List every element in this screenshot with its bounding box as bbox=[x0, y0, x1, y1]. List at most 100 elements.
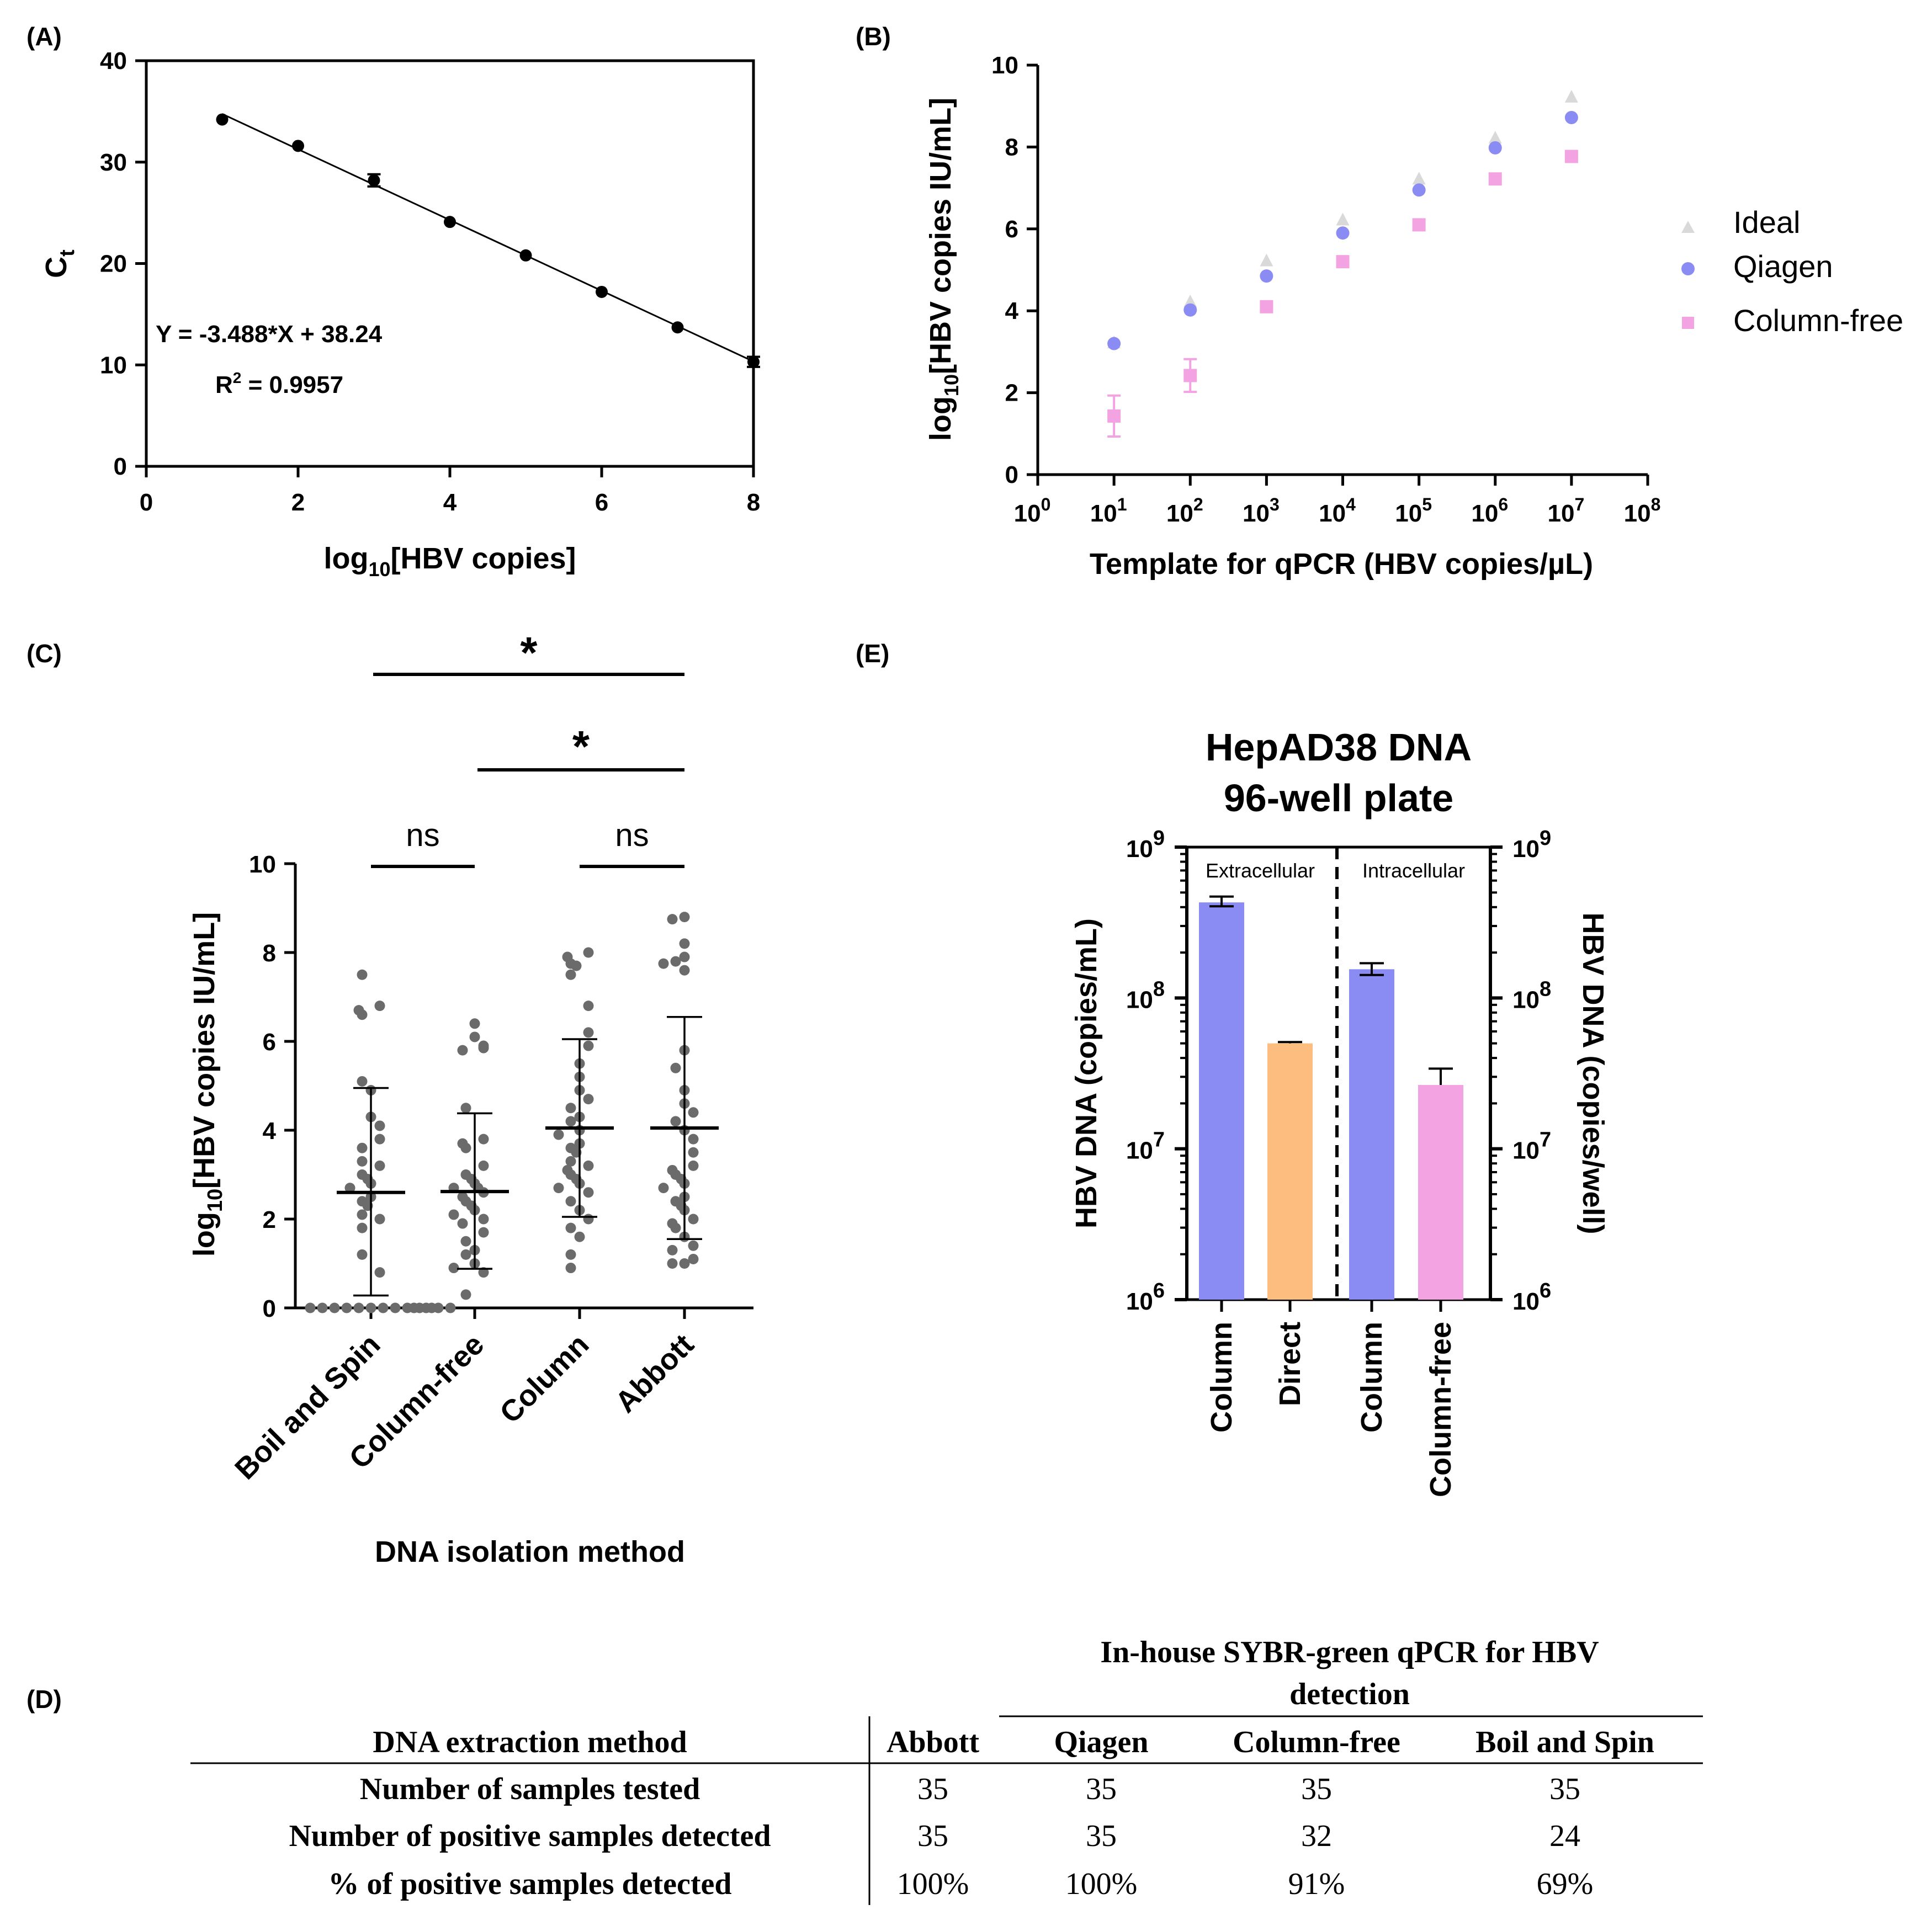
panel-c-point bbox=[357, 1156, 368, 1167]
panel-label-c: (C) bbox=[26, 639, 62, 668]
panel-e-left-axis-label: HBV DNA (copies/mL) bbox=[1070, 918, 1103, 1228]
panel-c-point bbox=[478, 1042, 489, 1054]
panel-b-x-tick-label: 104 bbox=[1319, 494, 1356, 527]
panel-c-significance-label: ns bbox=[615, 817, 649, 853]
panel-c-point bbox=[357, 1076, 368, 1087]
panel-a-ticks: 0 2 4 6 8 0 10 20 30 40 bbox=[100, 47, 760, 516]
panel-c-point bbox=[408, 1302, 420, 1313]
panel-c-point bbox=[553, 1183, 564, 1194]
panel-b-point-column-free bbox=[1488, 172, 1502, 186]
panel-e-bar bbox=[1267, 1043, 1313, 1300]
panel-c-point bbox=[305, 1302, 316, 1313]
panel-c-category-label: Abbott bbox=[609, 1328, 700, 1419]
panel-c-point bbox=[357, 1209, 368, 1220]
panel-c-category-label: Column bbox=[493, 1328, 596, 1430]
panel-c-point bbox=[688, 1240, 699, 1251]
panel-c-y-tick-label: 2 bbox=[263, 1206, 276, 1233]
panel-c-point bbox=[667, 1244, 678, 1255]
panel-a-point bbox=[671, 321, 684, 334]
panel-c-point bbox=[448, 1263, 459, 1274]
panel-c-point bbox=[353, 1302, 364, 1313]
panel-c-y-tick-label: 10 bbox=[249, 851, 276, 878]
panel-c-significance-brackets: * * ns ns bbox=[371, 628, 684, 868]
panel-c-point bbox=[460, 1289, 471, 1300]
panel-label-e: (E) bbox=[856, 639, 889, 668]
panel-c-point bbox=[565, 969, 576, 980]
panel-e-right-tick-label: 108 bbox=[1512, 977, 1551, 1013]
panel-c-point bbox=[374, 1134, 385, 1145]
panel-d-table: In-house SYBR-green qPCR for HBV detecti… bbox=[190, 1635, 1703, 1905]
panel-c-point bbox=[460, 1249, 471, 1260]
panel-c-point bbox=[565, 1196, 576, 1207]
panel-e-right-tick-label: 109 bbox=[1512, 827, 1551, 863]
panel-c-point bbox=[571, 960, 582, 971]
panel-a-point bbox=[216, 113, 229, 126]
panel-b-y-axis-label: log10[HBV copies IU/mL] bbox=[924, 98, 963, 441]
panel-a-point bbox=[368, 174, 380, 187]
panel-c-point bbox=[667, 914, 678, 925]
panel-c-point bbox=[670, 1062, 681, 1073]
panel-c-y-tick-label: 4 bbox=[263, 1118, 277, 1145]
panel-c-mean-sd-bars bbox=[337, 1015, 719, 1297]
panel-c-y-tick-label: 0 bbox=[263, 1295, 276, 1322]
panel-c-point bbox=[679, 951, 690, 962]
panel-c-point bbox=[433, 1302, 444, 1313]
panel-c-point bbox=[469, 1018, 480, 1029]
table-row1-column-free: 35 bbox=[1301, 1772, 1332, 1806]
panel-c-point bbox=[565, 1103, 576, 1114]
panel-c-point bbox=[457, 1218, 468, 1229]
table-row3-qiagen: 100% bbox=[1065, 1867, 1138, 1901]
panel-c-point bbox=[679, 1258, 690, 1269]
panel-b-point-ideal bbox=[1488, 131, 1502, 144]
panel-b-point-ideal bbox=[1564, 89, 1578, 103]
panel-e-section-intracellular: Intracellular bbox=[1362, 859, 1465, 882]
panel-c-significance-label: ns bbox=[406, 817, 439, 853]
panel-c-point bbox=[679, 938, 690, 949]
panel-c-point bbox=[374, 1214, 385, 1225]
panel-b-point-qiagen bbox=[1488, 141, 1502, 155]
panel-c-point bbox=[688, 1147, 699, 1158]
table-group-header-line1: In-house SYBR-green qPCR for HBV bbox=[1100, 1635, 1599, 1669]
panel-b-y-tick-label: 4 bbox=[1005, 297, 1019, 324]
table-group-header-line2: detection bbox=[1289, 1677, 1410, 1711]
table-row1-label: Number of samples tested bbox=[360, 1772, 700, 1806]
panel-c-point bbox=[658, 958, 669, 969]
panel-c-point bbox=[679, 965, 690, 976]
legend-marker-column-free bbox=[1682, 317, 1694, 329]
panel-c-point bbox=[583, 1094, 594, 1105]
panel-b-y-tick-label: 2 bbox=[1005, 380, 1018, 407]
panel-e-title-line1: HepAD38 DNA bbox=[1206, 726, 1472, 769]
panel-e-category-label: Column bbox=[1205, 1322, 1238, 1433]
table-row3-column-free: 91% bbox=[1288, 1867, 1345, 1901]
panel-c-point bbox=[374, 1267, 385, 1278]
panel-a-x-tick-label: 4 bbox=[443, 489, 457, 516]
panel-e-left-tick-label: 106 bbox=[1126, 1279, 1165, 1315]
panel-c-points bbox=[305, 912, 699, 1313]
panel-c-point bbox=[341, 1302, 352, 1313]
panel-b-x-axis-label: Template for qPCR (HBV copies/µL) bbox=[1090, 547, 1593, 581]
panel-c-point bbox=[688, 1134, 699, 1145]
panel-b-y-tick-label: 10 bbox=[991, 52, 1018, 79]
panel-e-bar bbox=[1199, 902, 1244, 1300]
table-row1-qiagen: 35 bbox=[1086, 1772, 1117, 1806]
panel-b-point-ideal bbox=[1183, 294, 1197, 307]
panel-e-bars bbox=[1199, 895, 1463, 1312]
panel-c-point bbox=[390, 1302, 401, 1313]
panel-c-y-tick-label: 8 bbox=[263, 940, 276, 967]
panel-c-point bbox=[679, 912, 690, 923]
table-header-boil-and-spin: Boil and Spin bbox=[1475, 1725, 1654, 1759]
panel-c-y-axis-label: log10[HBV copies IU/mL] bbox=[188, 912, 227, 1257]
panel-c-point bbox=[583, 947, 594, 958]
panel-c-point bbox=[460, 1142, 471, 1153]
panel-c-point bbox=[565, 1156, 576, 1167]
panel-b-x-tick-label: 103 bbox=[1243, 494, 1280, 527]
panel-a-r2: R2 = 0.9957 bbox=[215, 369, 343, 398]
panel-b-point-ideal bbox=[1260, 253, 1273, 267]
panel-b-point-qiagen bbox=[1564, 110, 1578, 124]
panel-c-point bbox=[565, 1249, 576, 1260]
panel-b-point-column-free bbox=[1412, 218, 1426, 232]
panel-a-point bbox=[519, 249, 532, 262]
panel-a-x-tick-label: 0 bbox=[140, 489, 153, 516]
panel-e-right-axis-label: HBV DNA (copies/well) bbox=[1577, 912, 1610, 1234]
